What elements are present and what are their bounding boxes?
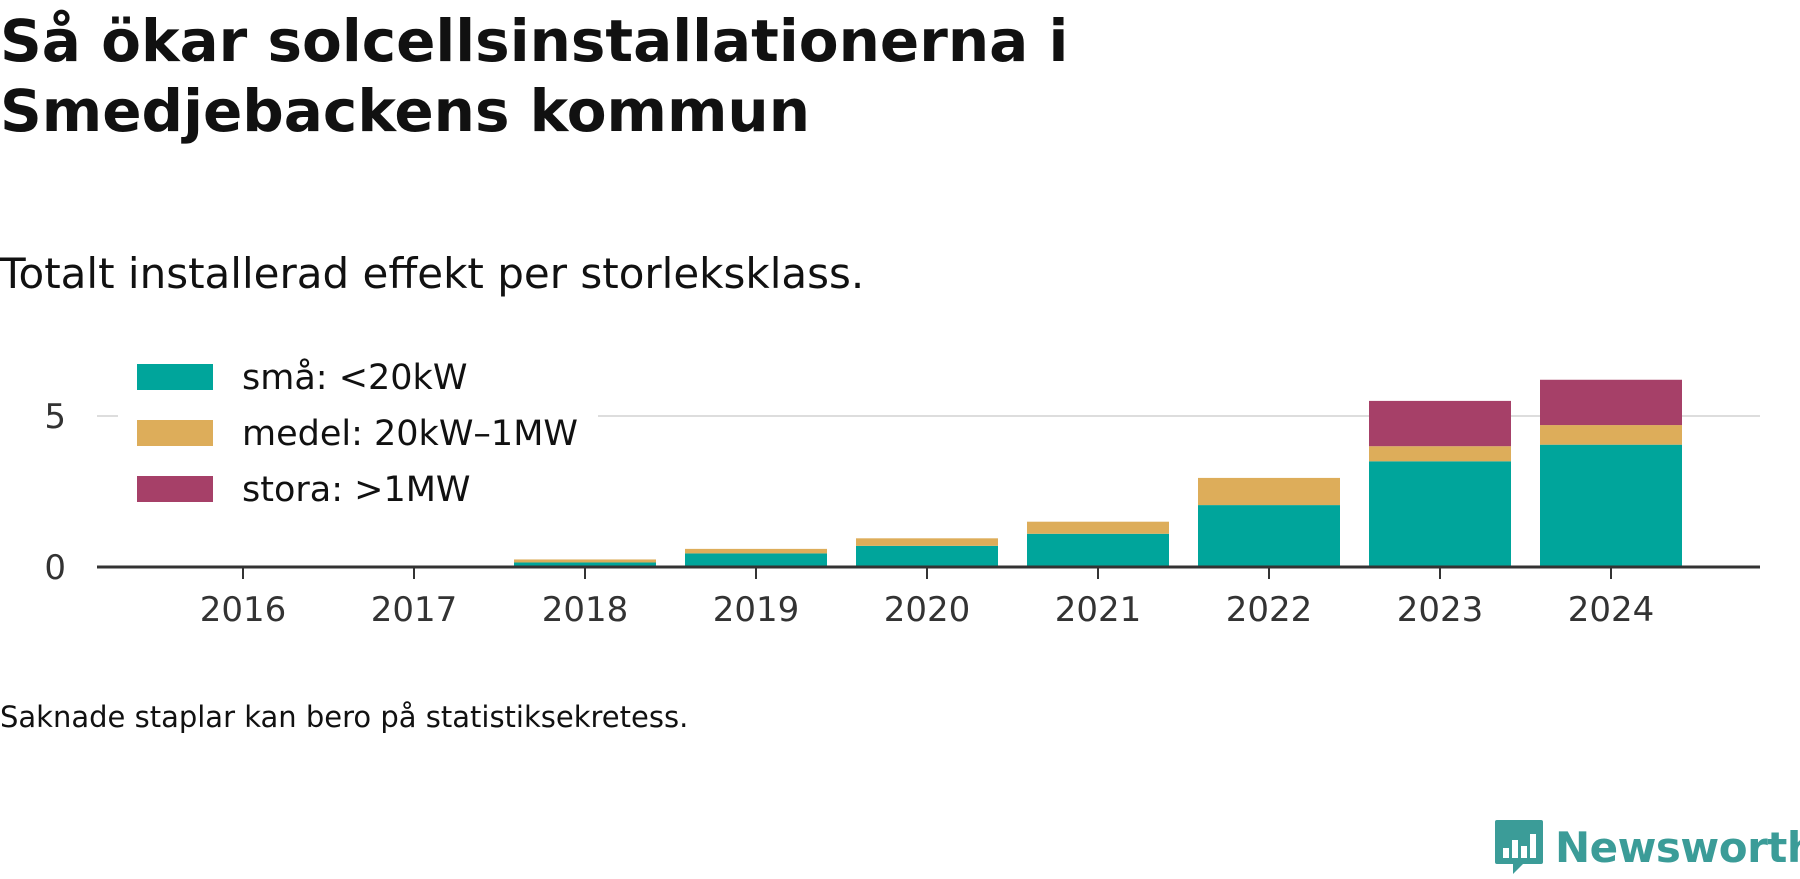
bar-segment <box>856 545 998 567</box>
x-axis: 2016 2017 2018 2019 2020 2021 2022 2023 2024 <box>97 565 1760 630</box>
newsworthy-logo-icon <box>1495 820 1543 874</box>
brand-name: Newsworthy <box>1555 822 1800 872</box>
bar-segment <box>1540 444 1682 567</box>
legend-swatch <box>137 420 213 446</box>
bar-segment <box>1369 400 1511 447</box>
bar-segment <box>1027 533 1169 567</box>
bars-layer <box>514 379 1682 567</box>
bar-segment <box>1540 379 1682 426</box>
y-axis: 05 <box>44 397 66 588</box>
bar-segment <box>1198 477 1340 506</box>
bar-segment <box>514 559 656 563</box>
legend-swatch <box>137 364 213 390</box>
x-tick-label: 2018 <box>542 590 629 630</box>
x-tick-label: 2016 <box>200 590 287 630</box>
bar-segment <box>1027 521 1169 534</box>
brand-logo: Newsworthy <box>1493 818 1800 876</box>
legend-label: små: <20kW <box>242 357 467 398</box>
page-title: Så ökar solcellsinstallationerna i Smedj… <box>0 7 1069 145</box>
bar-segment <box>1369 461 1511 567</box>
x-tick-label: 2022 <box>1226 590 1313 630</box>
bar-segment <box>685 553 827 567</box>
bar-segment <box>856 538 998 546</box>
bar-segment <box>1369 446 1511 462</box>
x-tick-label: 2020 <box>884 590 971 630</box>
legend: små: <20kW medel: 20kW–1MW stora: >1MW <box>118 340 598 530</box>
x-tick-label: 2017 <box>371 590 458 630</box>
bar-segment <box>1540 425 1682 445</box>
legend-label: medel: 20kW–1MW <box>242 414 578 454</box>
chart-subtitle: Totalt installerad effekt per storlekskl… <box>0 249 865 298</box>
bar-segment <box>685 548 827 554</box>
footnote: Saknade staplar kan bero på statistiksek… <box>0 700 689 734</box>
x-tick-label: 2019 <box>713 590 800 630</box>
y-tick-label: 0 <box>44 548 66 588</box>
legend-label: stora: >1MW <box>242 470 471 510</box>
x-tick-label: 2024 <box>1568 590 1655 630</box>
x-tick-label: 2021 <box>1055 590 1142 630</box>
x-tick-label: 2023 <box>1397 590 1484 630</box>
stacked-bar-chart: 2016 2017 2018 2019 2020 2021 2022 2023 2024 05 … <box>44 340 1760 630</box>
legend-swatch <box>137 476 213 502</box>
bar-segment <box>514 562 656 567</box>
bar-segment <box>1198 505 1340 567</box>
y-tick-label: 5 <box>44 397 66 437</box>
